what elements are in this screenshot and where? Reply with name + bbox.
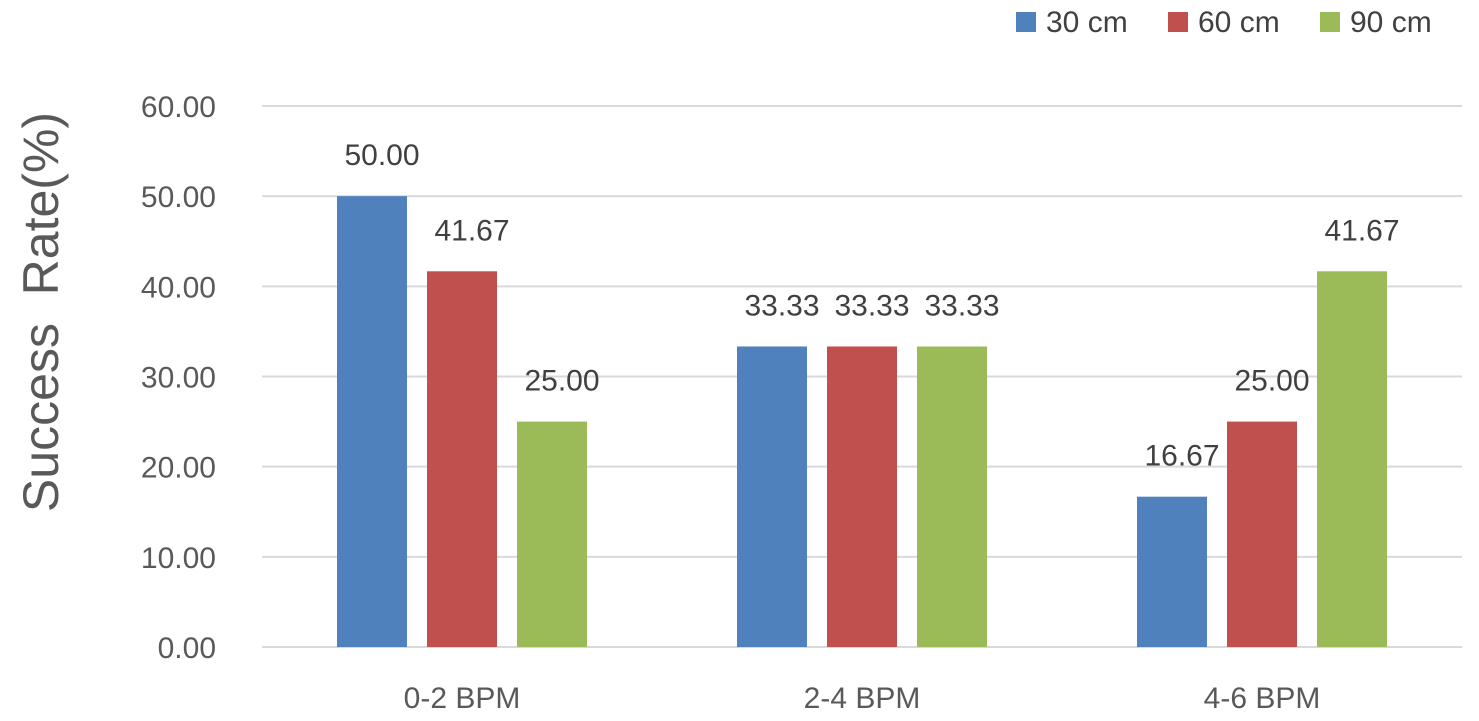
- data-label: 41.67: [434, 214, 509, 247]
- y-tick-label: 10.00: [141, 542, 216, 575]
- y-axis-ticks: 0.00 10.00 20.00 30.00 40.00 50.00 60.00: [141, 91, 216, 665]
- bars: [337, 196, 1387, 647]
- legend: 30 cm 60 cm 90 cm: [1016, 6, 1432, 39]
- legend-swatch: [1168, 12, 1188, 32]
- bar-90cm-3: [1317, 271, 1387, 647]
- data-label: 33.33: [834, 289, 909, 322]
- legend-label: 60 cm: [1198, 6, 1280, 39]
- y-tick-label: 0.00: [158, 632, 216, 665]
- bar-30cm-3: [1137, 496, 1207, 647]
- y-tick-label: 60.00: [141, 91, 216, 124]
- data-label: 16.67: [1144, 440, 1219, 473]
- data-label: 50.00: [344, 139, 419, 172]
- legend-swatch: [1320, 12, 1340, 32]
- bar-60cm-3: [1227, 421, 1297, 647]
- x-tick-label: 0-2 BPM: [404, 682, 521, 715]
- bar-90cm-2: [917, 346, 987, 647]
- legend-swatch: [1016, 12, 1036, 32]
- x-tick-label: 2-4 BPM: [804, 682, 921, 715]
- y-tick-label: 20.00: [141, 452, 216, 485]
- data-label: 25.00: [1234, 365, 1309, 398]
- data-label: 33.33: [744, 289, 819, 322]
- bar-60cm-1: [427, 271, 497, 647]
- x-axis-ticks: 0-2 BPM 2-4 BPM 4-6 BPM: [404, 682, 1321, 715]
- bar-60cm-2: [827, 346, 897, 647]
- data-label: 25.00: [524, 365, 599, 398]
- y-tick-label: 50.00: [141, 181, 216, 214]
- y-axis-label: Success Rate(%): [13, 112, 69, 512]
- bar-30cm-2: [737, 346, 807, 647]
- data-label: 33.33: [924, 289, 999, 322]
- legend-label: 90 cm: [1350, 6, 1432, 39]
- data-labels: 50.00 41.67 25.00 33.33 33.33 33.33 16.67 25.00…: [344, 139, 1399, 473]
- data-label: 41.67: [1324, 214, 1399, 247]
- bar-90cm-1: [517, 421, 587, 647]
- legend-label: 30 cm: [1046, 6, 1128, 39]
- y-tick-label: 40.00: [141, 271, 216, 304]
- y-tick-label: 30.00: [141, 362, 216, 395]
- bar-30cm-1: [337, 196, 407, 647]
- x-tick-label: 4-6 BPM: [1204, 682, 1321, 715]
